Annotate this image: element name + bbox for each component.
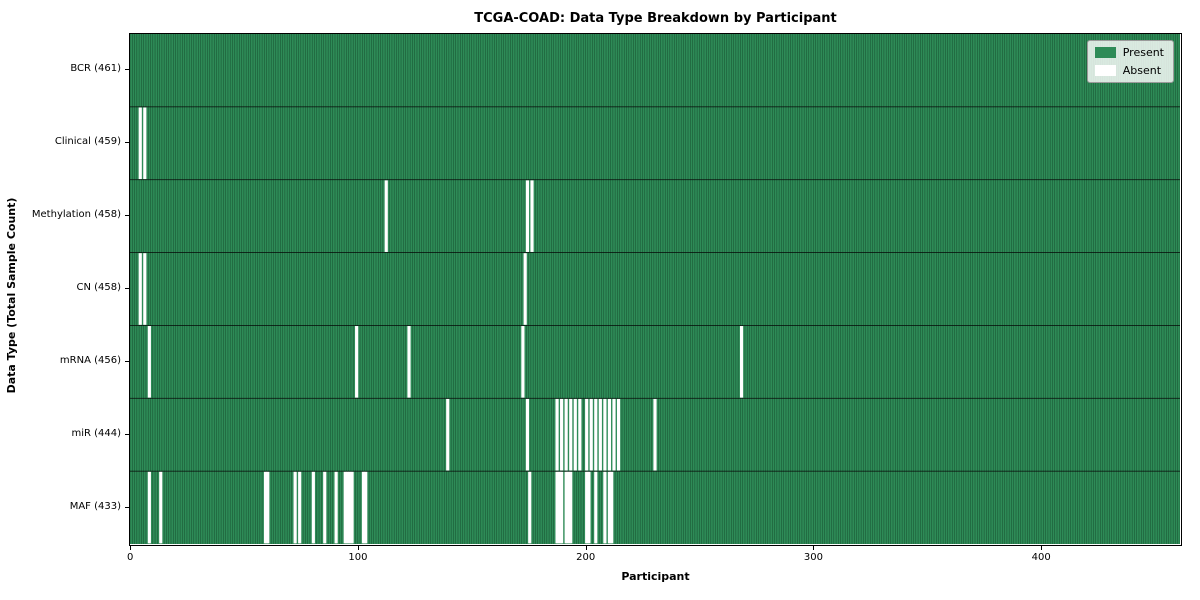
- ytick-mark: [125, 215, 129, 217]
- ytick-mark: [125, 506, 129, 508]
- xtick-mark: [1041, 546, 1043, 550]
- heatmap-canvas: [130, 34, 1180, 544]
- legend: Present Absent: [1086, 40, 1174, 83]
- ytick-label-CN: CN (458): [76, 282, 121, 293]
- ytick-mark: [125, 360, 129, 362]
- plot-area: Present Absent: [129, 33, 1182, 546]
- legend-label-present: Present: [1122, 46, 1164, 59]
- xtick-label-100: 100: [348, 552, 368, 563]
- ytick-mark: [125, 142, 129, 144]
- xtick-mark: [357, 546, 359, 550]
- ytick-mark: [125, 69, 129, 71]
- present-swatch: [1094, 47, 1116, 58]
- legend-item-absent: Absent: [1094, 64, 1164, 77]
- ytick-label-BCR: BCR (461): [70, 63, 121, 75]
- chart-title: TCGA-COAD: Data Type Breakdown by Partic…: [474, 11, 837, 26]
- ytick-mark: [125, 288, 129, 289]
- y-axis-title: Data Type (Total Sample Count): [5, 197, 18, 394]
- xtick-mark: [585, 546, 587, 550]
- ytick-mark: [125, 433, 129, 435]
- absent-swatch: [1094, 65, 1116, 76]
- xtick-label-400: 400: [1031, 552, 1051, 563]
- ytick-label-Methylation: Methylation (458): [31, 209, 121, 221]
- ytick-label-Clinical: Clinical (459): [54, 136, 121, 148]
- ytick-label-miR: miR (444): [71, 427, 121, 439]
- legend-item-present: Present: [1094, 46, 1164, 59]
- xtick-mark: [130, 546, 132, 550]
- xtick-mark: [813, 546, 815, 550]
- legend-label-absent: Absent: [1122, 64, 1162, 77]
- ytick-label-MAF: MAF (433): [69, 500, 121, 512]
- xtick-label-0: 0: [126, 552, 134, 563]
- ytick-label-mRNA: mRNA (456): [59, 354, 121, 366]
- x-axis-title: Participant: [621, 570, 690, 583]
- xtick-label-300: 300: [803, 552, 823, 563]
- xtick-label-200: 200: [576, 552, 596, 563]
